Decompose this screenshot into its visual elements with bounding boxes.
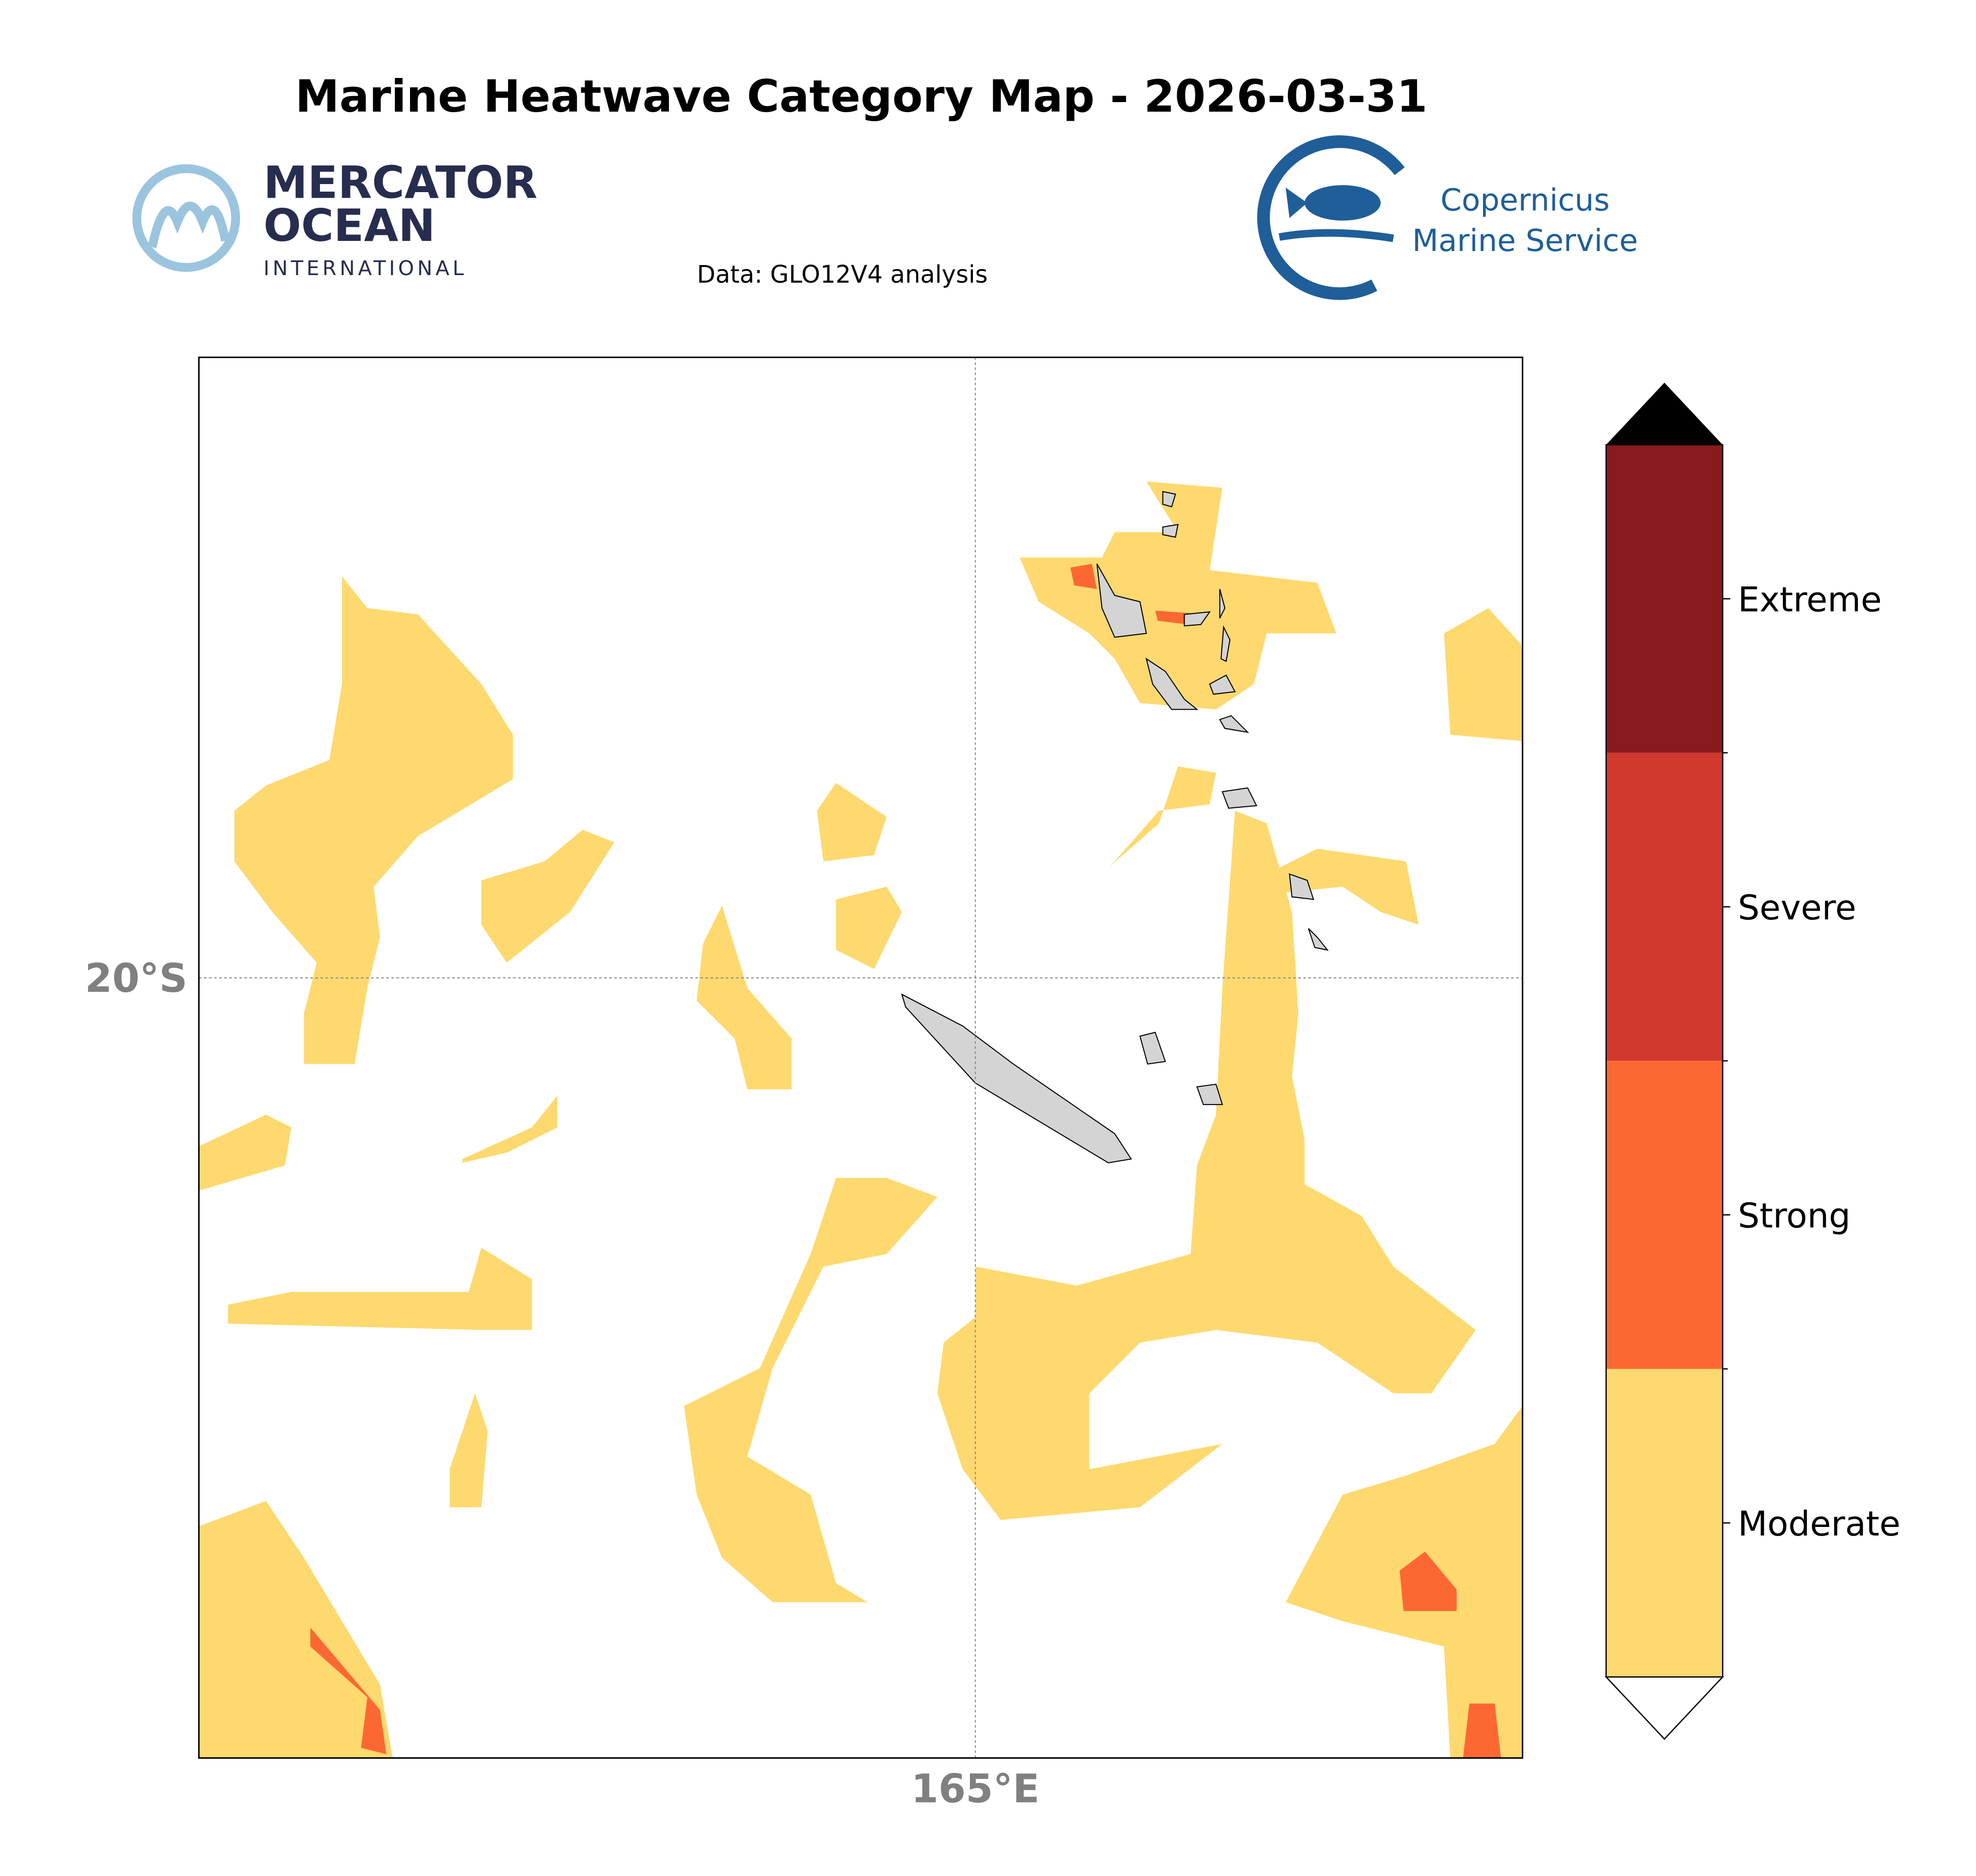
logo-arc <box>1257 135 1405 300</box>
island <box>1162 491 1176 507</box>
island <box>901 993 1132 1163</box>
island <box>1209 674 1236 695</box>
moderate-area <box>1108 766 1216 868</box>
lat-label: 20°S <box>85 956 188 1001</box>
colorbar-label: Strong <box>1738 1197 1851 1236</box>
moderate-area <box>836 887 902 969</box>
logo-fish-tail <box>1285 188 1307 218</box>
logo-text: MERCATOR <box>264 156 538 208</box>
island <box>1220 625 1230 662</box>
island <box>1219 715 1250 733</box>
moderate-area <box>449 1393 488 1507</box>
map-frame <box>198 357 1524 1759</box>
map: 20°S 165°E <box>85 357 1524 1812</box>
colorbar-segment <box>1606 1061 1723 1369</box>
land <box>901 491 1329 1163</box>
logo-text: Copernicus <box>1440 183 1610 218</box>
island <box>1308 928 1329 951</box>
colorbar-frame <box>1605 444 1723 1678</box>
colorbar-extend-max <box>1606 382 1723 445</box>
logo-text: INTERNATIONAL <box>264 257 467 280</box>
moderate-area <box>1019 481 1337 710</box>
island <box>1145 657 1199 710</box>
island <box>1196 1083 1223 1105</box>
heatwave-areas <box>199 481 1523 1758</box>
moderate-area <box>462 1095 557 1163</box>
strong-area <box>1399 1551 1457 1611</box>
colorbar-extend-min <box>1604 1676 1724 1740</box>
island <box>1219 589 1225 619</box>
moderate-area <box>199 1115 292 1191</box>
moderate-area <box>481 829 615 963</box>
island <box>1096 563 1147 638</box>
island <box>1289 873 1314 900</box>
logo-wave <box>1278 229 1394 242</box>
island <box>1139 1032 1166 1065</box>
island <box>1184 611 1211 627</box>
moderate-area <box>234 576 513 1064</box>
copernicus-logo: Copernicus Marine Service <box>1257 135 1638 300</box>
lon-label: 165°E <box>911 1767 1039 1812</box>
colorbar-segment <box>1606 445 1723 753</box>
moderate-area <box>684 1178 938 1602</box>
moderate-area <box>696 905 792 1089</box>
logo-fish <box>1304 185 1381 221</box>
moderate-area <box>228 1247 532 1330</box>
moderate-area <box>1444 608 1523 741</box>
moderate-area <box>937 810 1476 1520</box>
colorbar-label: Severe <box>1738 888 1856 928</box>
moderate-area <box>817 783 887 862</box>
moderate-area <box>1266 848 1419 925</box>
strong-area <box>1463 1703 1501 1758</box>
colorbar-segment <box>1606 1369 1723 1677</box>
colorbar-label: Moderate <box>1738 1504 1901 1544</box>
strong-area <box>1155 611 1191 625</box>
mercator-logo: MERCATOR OCEAN INTERNATIONAL <box>132 156 538 280</box>
colorbar-label: Extreme <box>1738 580 1882 620</box>
colorbar-segment <box>1606 752 1723 1061</box>
logo-ring <box>132 164 240 272</box>
logo-m <box>147 202 230 248</box>
island <box>1162 524 1179 538</box>
subtitle: Data: GLO12V4 analysis <box>697 261 987 289</box>
strong-area <box>310 1628 386 1754</box>
island <box>1221 787 1258 809</box>
colorbar: Moderate Strong Severe Extreme <box>1604 382 1901 1740</box>
logo-text: Marine Service <box>1412 223 1638 259</box>
moderate-area <box>199 1501 393 1758</box>
logo-text: OCEAN <box>264 200 436 251</box>
title: Marine Heatwave Category Map - 2026-03-3… <box>295 70 1428 122</box>
strong-area <box>1070 563 1097 589</box>
